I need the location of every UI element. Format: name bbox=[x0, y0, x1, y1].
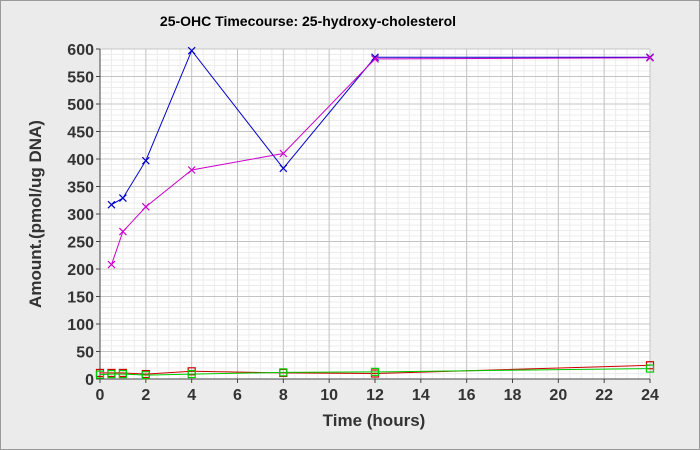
data-point bbox=[95, 370, 105, 379]
data-point bbox=[645, 364, 655, 373]
y-tick-label: 50 bbox=[76, 345, 94, 362]
y-axis-label: Amount.(pmol/ug DNA) bbox=[26, 120, 45, 308]
data-point bbox=[187, 166, 196, 174]
y-tick-label: 400 bbox=[67, 152, 94, 169]
y-tick-label: 300 bbox=[67, 207, 94, 224]
y-tick-label: 200 bbox=[67, 262, 94, 279]
major-grid bbox=[99, 48, 651, 380]
data-point bbox=[187, 46, 196, 55]
x-axis-label: Time (hours) bbox=[323, 411, 426, 430]
data-point bbox=[279, 149, 288, 158]
data-point bbox=[118, 227, 127, 236]
data-point bbox=[187, 369, 196, 379]
series-4 bbox=[95, 364, 655, 380]
y-tick-label: 150 bbox=[67, 290, 94, 307]
data-point bbox=[279, 368, 288, 377]
chart-title: 25-OHC Timecourse: 25-hydroxy-cholestero… bbox=[160, 13, 456, 29]
y-tick-label: 250 bbox=[67, 235, 94, 252]
data-point bbox=[370, 367, 380, 376]
y-tick-label: 450 bbox=[67, 125, 94, 142]
data-point bbox=[118, 194, 127, 202]
y-tick-labels: 0 50 100 150 200 250 300 350 400 450 500 550 600 bbox=[67, 42, 94, 389]
x-tick-label: 18 bbox=[504, 387, 522, 404]
data-point bbox=[646, 53, 654, 62]
y-tick-label: 500 bbox=[67, 97, 94, 114]
x-tick-label: 6 bbox=[233, 387, 242, 404]
y-tick-label: 350 bbox=[67, 180, 94, 197]
data-point bbox=[107, 200, 116, 209]
y-tick-label: 600 bbox=[67, 42, 94, 59]
x-tick-label: 0 bbox=[96, 387, 105, 404]
series-layer bbox=[95, 46, 655, 380]
x-tick-label: 16 bbox=[458, 387, 476, 404]
data-point bbox=[141, 202, 150, 211]
x-tick-label: 24 bbox=[641, 387, 659, 404]
x-tick-label: 22 bbox=[595, 387, 613, 404]
data-point bbox=[371, 54, 379, 63]
data-point bbox=[371, 53, 379, 62]
series-line bbox=[99, 368, 651, 376]
x-tick-label: 8 bbox=[279, 387, 288, 404]
data-point bbox=[141, 371, 150, 380]
x-tick-label: 4 bbox=[187, 387, 196, 404]
series-line bbox=[100, 364, 651, 375]
y-tick-label: 0 bbox=[85, 372, 94, 389]
data-point bbox=[141, 156, 150, 165]
data-point bbox=[107, 369, 116, 379]
x-tick-label: 12 bbox=[366, 387, 384, 404]
x-tick-label: 14 bbox=[412, 387, 430, 404]
x-tick-labels: 0 2 4 6 8 10 12 14 16 18 20 22 24 bbox=[96, 387, 659, 404]
axes bbox=[96, 48, 651, 383]
x-tick-label: 2 bbox=[141, 387, 150, 404]
y-tick-label: 100 bbox=[67, 317, 94, 334]
data-point bbox=[279, 164, 288, 173]
data-point bbox=[107, 260, 116, 269]
series-2 bbox=[107, 53, 654, 269]
y-tick-label: 550 bbox=[67, 70, 94, 87]
x-tick-label: 20 bbox=[549, 387, 567, 404]
data-point bbox=[118, 369, 128, 379]
x-tick-label: 10 bbox=[320, 387, 338, 404]
